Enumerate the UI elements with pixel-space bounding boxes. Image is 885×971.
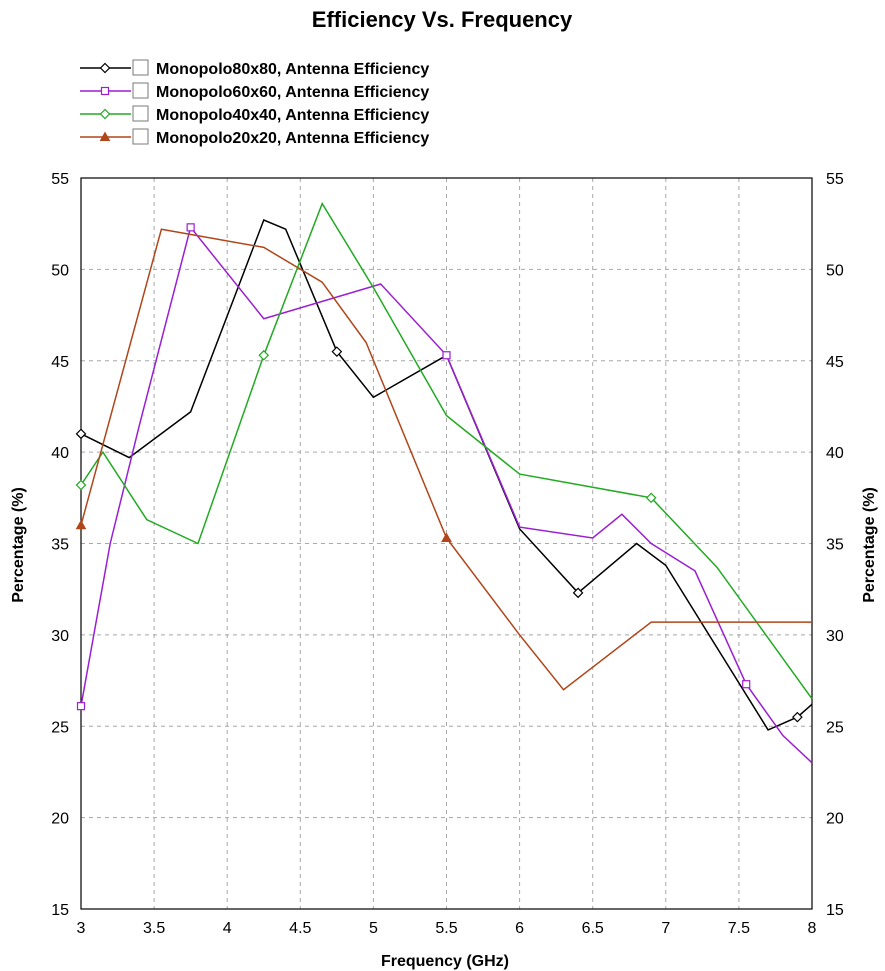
legend-label: Monopolo60x60, Antenna Efficiency xyxy=(156,84,429,101)
series-line xyxy=(80,201,813,700)
legend-marker xyxy=(100,86,110,96)
grid xyxy=(81,178,812,909)
series-1 xyxy=(75,219,813,731)
data-point xyxy=(441,532,452,543)
y-tick-label-left: 45 xyxy=(51,354,69,371)
legend-checkbox xyxy=(132,59,149,76)
y-tick-label-left: 30 xyxy=(51,628,69,645)
y-tick-label-left: 35 xyxy=(51,537,69,554)
legend-item: Monopolo80x80, Antenna Efficiency xyxy=(80,59,429,78)
y-tick-label-left: 20 xyxy=(51,811,69,828)
x-ticks: 3 3.5 4 4.5 5 5.5 6 6.5 7 7.5 8 xyxy=(77,920,817,937)
data-point xyxy=(186,223,195,232)
data-point xyxy=(572,587,584,599)
legend-item: Monopolo60x60, Antenna Efficiency xyxy=(80,82,429,101)
data-point xyxy=(442,351,451,360)
y-tick-label-right: 25 xyxy=(826,719,844,736)
legend-checkbox xyxy=(132,105,149,122)
x-tick-label: 7.5 xyxy=(728,920,750,937)
x-tick-label: 3 xyxy=(77,920,86,937)
y-tick-label-left: 40 xyxy=(51,445,69,462)
data-point xyxy=(331,346,343,357)
x-tick-label: 6 xyxy=(515,920,524,937)
x-tick-label: 4.5 xyxy=(289,920,311,937)
y-tick-label-right: 45 xyxy=(826,354,844,371)
data-point xyxy=(75,479,87,491)
y-tick-label-right: 40 xyxy=(826,445,844,462)
series-4 xyxy=(75,228,812,691)
legend-item: Monopolo40x40, Antenna Efficiency xyxy=(80,105,429,124)
data-point xyxy=(792,711,803,723)
legend-label: Monopolo20x20, Antenna Efficiency xyxy=(156,130,429,147)
data-point xyxy=(258,349,270,361)
legend-checkbox xyxy=(132,82,149,99)
chart-title: Efficiency Vs. Frequency xyxy=(312,7,573,32)
x-tick-label: 8 xyxy=(808,920,817,937)
legend-marker xyxy=(99,131,111,141)
x-tick-label: 5.5 xyxy=(435,920,457,937)
series-3 xyxy=(75,201,813,700)
legend-marker xyxy=(99,108,111,120)
x-tick-label: 3.5 xyxy=(143,920,165,937)
y-tick-label-left: 15 xyxy=(51,902,69,919)
y-tick-label-right: 55 xyxy=(826,171,844,188)
data-point xyxy=(76,702,86,711)
series-layer xyxy=(75,201,813,764)
series-2 xyxy=(76,223,813,764)
plot-frame xyxy=(80,177,813,910)
data-point xyxy=(742,680,751,689)
y-tick-label-right: 30 xyxy=(826,628,844,645)
y-ticks-right: 15 20 25 30 35 40 45 50 55 xyxy=(826,171,844,919)
y-ticks-left: 15 20 25 30 35 40 45 50 55 xyxy=(51,171,69,919)
y-tick-label-left: 25 xyxy=(51,719,69,736)
x-tick-label: 5 xyxy=(369,920,378,937)
legend-label: Monopolo80x80, Antenna Efficiency xyxy=(156,61,429,78)
y-tick-label-right: 15 xyxy=(826,902,844,919)
x-axis-title: Frequency (GHz) xyxy=(381,953,509,970)
y-tick-label-right: 35 xyxy=(826,537,844,554)
legend-label: Monopolo40x40, Antenna Efficiency xyxy=(156,107,429,124)
series-line xyxy=(80,228,812,691)
legend-marker xyxy=(99,62,111,74)
y-axis-title-right: Percentage (%) xyxy=(861,487,878,603)
x-tick-label: 6.5 xyxy=(582,920,604,937)
data-point xyxy=(75,428,87,440)
legend-item: Monopolo20x20, Antenna Efficiency xyxy=(80,128,429,147)
legend: Monopolo80x80, Antenna Efficiency Monopol… xyxy=(80,59,429,147)
data-point xyxy=(645,492,657,504)
y-axis-title-left: Percentage (%) xyxy=(10,487,27,603)
legend-checkbox xyxy=(132,128,149,145)
x-tick-label: 7 xyxy=(661,920,670,937)
data-point xyxy=(75,519,87,530)
y-tick-label-left: 55 xyxy=(51,171,69,188)
x-tick-label: 4 xyxy=(223,920,232,937)
y-tick-label-right: 20 xyxy=(826,811,844,828)
y-tick-label-right: 50 xyxy=(826,262,844,279)
y-tick-label-left: 50 xyxy=(51,262,69,279)
series-line xyxy=(80,225,813,764)
